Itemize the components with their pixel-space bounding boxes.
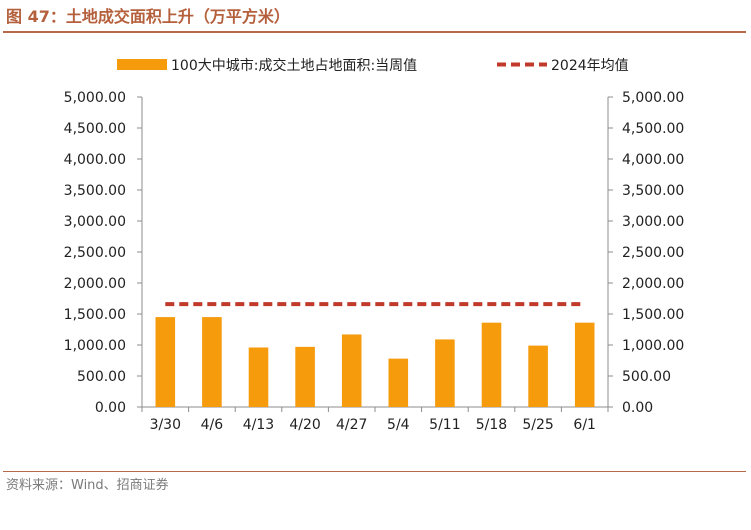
y-tick-label-left: 1,000.00 xyxy=(64,338,126,354)
x-tick-label: 4/13 xyxy=(243,417,274,433)
bar xyxy=(295,346,315,407)
legend: 100大中城市:成交土地占地面积:当周值 2024年均值 xyxy=(117,57,629,74)
x-axis: 3/30 4/6 4/13 4/20 4/27 5/4 5/11 5/18 5/25 6/1 xyxy=(141,407,609,433)
x-tick-label: 3/30 xyxy=(150,417,181,433)
y-axis-right: 0.00 500.00 1,000.00 1,500.00 2,000.00 2,500.… xyxy=(608,90,684,416)
legend-bar-label: 100大中城市:成交土地占地面积:当周值 xyxy=(171,57,417,74)
bar xyxy=(435,339,455,407)
y-tick-label-left: 1,500.00 xyxy=(64,307,126,323)
x-tick-label: 5/18 xyxy=(476,417,507,433)
y-tick-label-left: 4,500.00 xyxy=(64,121,126,137)
y-tick-label-right: 0.00 xyxy=(622,400,653,416)
y-tick-label-left: 3,000.00 xyxy=(64,214,126,230)
x-tick-label: 6/1 xyxy=(573,417,596,433)
bar xyxy=(388,358,409,407)
bar xyxy=(248,347,269,407)
title-rule xyxy=(3,31,746,33)
bar-series xyxy=(155,317,595,407)
bar xyxy=(202,317,222,407)
legend-bar-swatch xyxy=(117,59,167,70)
y-tick-label-left: 2,500.00 xyxy=(64,245,126,261)
x-tick-label: 5/25 xyxy=(522,417,553,433)
x-tick-label: 4/20 xyxy=(289,417,320,433)
bar xyxy=(528,345,548,407)
y-tick-label-right: 1,000.00 xyxy=(622,338,684,354)
footer-rule xyxy=(3,471,746,472)
y-tick-label-right: 2,500.00 xyxy=(622,245,684,261)
x-tick-label: 4/6 xyxy=(201,417,224,433)
y-axis-left: 0.00 500.00 1,000.00 1,500.00 2,000.00 2,500.… xyxy=(64,90,142,416)
y-tick-label-right: 1,500.00 xyxy=(622,307,684,323)
y-tick-label-right: 2,000.00 xyxy=(622,276,684,292)
y-tick-label-left: 4,000.00 xyxy=(64,152,126,168)
y-tick-label-right: 5,000.00 xyxy=(622,90,684,106)
source-note: 资料来源：Wind、招商证券 xyxy=(6,478,169,493)
y-tick-label-right: 3,000.00 xyxy=(622,214,684,230)
y-tick-label-right: 500.00 xyxy=(622,369,671,385)
x-tick-label: 5/4 xyxy=(387,417,410,433)
y-tick-label-right: 3,500.00 xyxy=(622,183,684,199)
bar xyxy=(574,322,595,407)
y-tick-label-left: 2,000.00 xyxy=(64,276,126,292)
legend-line-label: 2024年均值 xyxy=(551,58,629,74)
y-tick-label-left: 5,000.00 xyxy=(64,90,126,106)
figure-title: 图 47：土地成交面积上升（万平方米） xyxy=(6,7,290,26)
y-tick-label-right: 4,000.00 xyxy=(622,152,684,168)
bar xyxy=(341,334,362,407)
chart: 100大中城市:成交土地占地面积:当周值 2024年均值 0.00 500.00 1… xyxy=(64,57,685,433)
y-tick-label-left: 3,500.00 xyxy=(64,183,126,199)
y-tick-label-left: 0.00 xyxy=(95,400,126,416)
x-tick-label: 5/11 xyxy=(429,417,460,433)
y-tick-label-right: 4,500.00 xyxy=(622,121,684,137)
bar xyxy=(481,322,502,407)
bar xyxy=(155,317,176,407)
y-tick-label-left: 500.00 xyxy=(77,369,126,385)
x-tick-label: 4/27 xyxy=(336,417,367,433)
